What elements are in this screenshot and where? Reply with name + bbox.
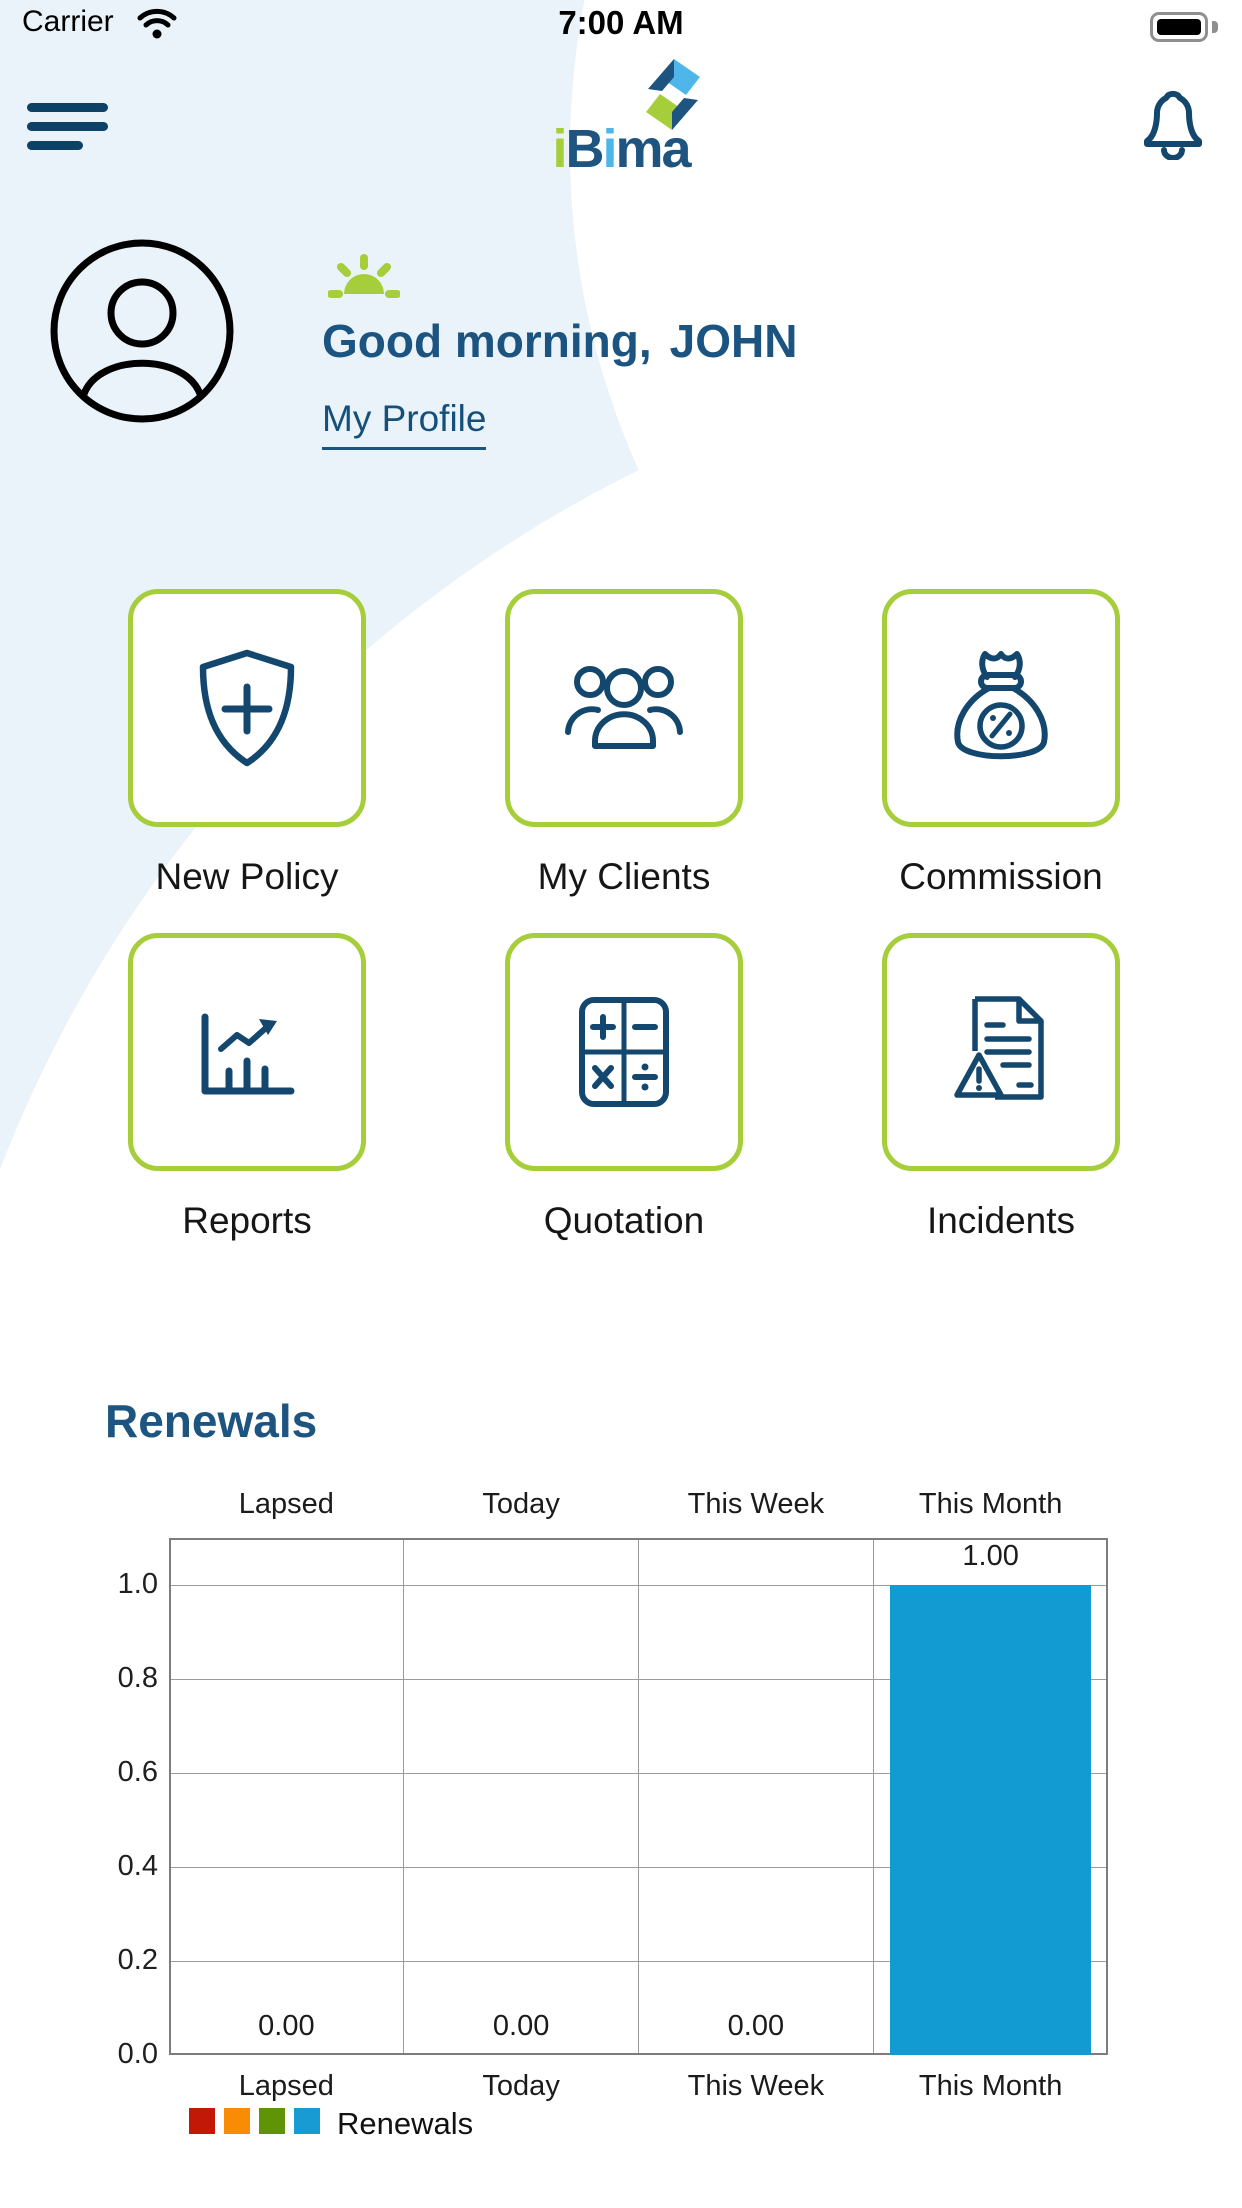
chart-report-icon [201, 1013, 295, 1095]
salutation: Good morning, [322, 315, 652, 367]
chart-plot-area [169, 1538, 1108, 2055]
value-label: 1.00 [962, 1540, 1019, 1572]
legend-swatch [259, 2108, 285, 2134]
y-axis-tick-label: 0.4 [117, 1850, 158, 1882]
category-label-bottom: Lapsed [238, 2070, 334, 2102]
tile-reports[interactable] [128, 933, 366, 1171]
person-avatar-icon[interactable] [47, 236, 237, 426]
bar-this-month [890, 1585, 1091, 2055]
legend-swatch [294, 2108, 320, 2134]
legend-label: Renewals [337, 2106, 474, 2141]
battery-icon [1150, 12, 1208, 42]
ibima-logo-text: iBima [0, 118, 1242, 180]
tile-my-clients[interactable] [505, 589, 743, 827]
y-axis-tick-label: 0.0 [117, 2038, 158, 2070]
tile-label: New Policy [155, 856, 339, 897]
category-label-top: Lapsed [238, 1488, 334, 1520]
battery-nub [1212, 21, 1218, 33]
incident-document-icon [954, 996, 1044, 1100]
column-separator [638, 1540, 639, 2053]
bell-icon[interactable] [1140, 84, 1206, 160]
ibima-logo-mark-icon [638, 56, 708, 134]
user-name: JOHN [669, 315, 798, 367]
tile-label: Incidents [926, 1200, 1076, 1241]
tile-label: Commission [899, 856, 1103, 897]
people-icon [565, 666, 683, 749]
money-bag-percent-icon [954, 651, 1048, 760]
value-label: 0.00 [727, 2010, 785, 2042]
y-axis-tick-label: 0.2 [117, 1944, 158, 1976]
tile-incidents[interactable] [882, 933, 1120, 1171]
logo-letter: i [602, 119, 617, 179]
renewals-heading: Renewals [105, 1395, 318, 1447]
y-axis-tick-label: 0.6 [117, 1756, 158, 1788]
my-profile-link[interactable]: My Profile [322, 398, 487, 450]
tile-label: Reports [182, 1200, 312, 1241]
category-label-top: This Month [918, 1488, 1063, 1520]
value-label: 0.00 [258, 2010, 315, 2042]
value-label: 0.00 [492, 2010, 550, 2042]
shield-plus-icon [199, 649, 295, 767]
category-label-bottom: Today [482, 2070, 560, 2102]
tile-quotation[interactable] [505, 933, 743, 1171]
greeting-text: Good morning, JOHN [322, 314, 797, 368]
category-label-top: Today [482, 1488, 560, 1520]
logo-letter: B [565, 119, 604, 179]
logo-letter: i [552, 119, 567, 179]
hamburger-menu-icon[interactable] [27, 103, 109, 151]
wifi-icon [136, 6, 178, 40]
carrier-label: Carrier [22, 5, 114, 38]
tile-new-policy[interactable] [128, 589, 366, 827]
legend-swatch [189, 2108, 215, 2134]
calculator-icon [579, 997, 669, 1107]
category-label-bottom: This Week [687, 2070, 825, 2102]
y-axis-tick-label: 0.8 [117, 1662, 158, 1694]
sunrise-icon [328, 250, 400, 304]
column-separator [403, 1540, 405, 2053]
tile-label: My Clients [537, 856, 711, 897]
category-label-top: This Week [687, 1488, 825, 1520]
category-label-bottom: This Month [918, 2070, 1063, 2102]
clock-label: 7:00 AM [558, 4, 684, 41]
column-separator [872, 1540, 874, 2053]
y-axis-tick-label: 1.0 [117, 1568, 158, 1600]
tile-label: Quotation [543, 1200, 705, 1241]
logo-letter: m [615, 119, 663, 179]
logo-letter: a [661, 119, 692, 179]
tile-commission[interactable] [882, 589, 1120, 827]
legend-swatch [224, 2108, 250, 2134]
